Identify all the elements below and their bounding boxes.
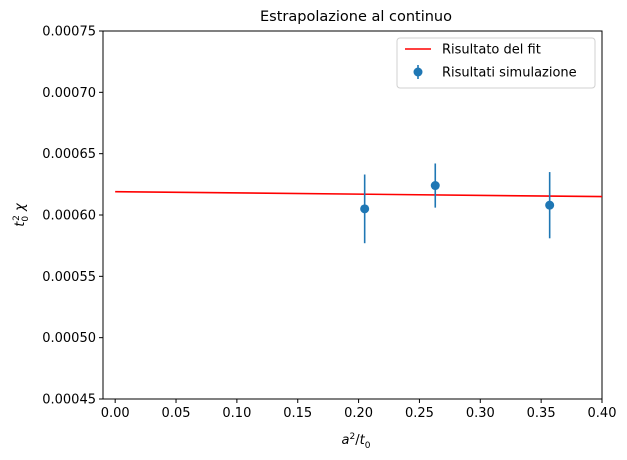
y-tick-label: 0.00065	[42, 147, 96, 162]
legend: Risultato del fit Risultati simulazione	[396, 37, 596, 89]
legend-box	[396, 37, 596, 89]
fit-line	[115, 190, 603, 198]
y-axis-label: t02 χ	[12, 202, 31, 227]
x-tick-label: 0.40	[588, 406, 617, 421]
x-tick-label: 0.30	[466, 406, 495, 421]
x-tick-label: 0.05	[162, 406, 191, 421]
x-tick-label: 0.15	[283, 406, 312, 421]
x-axis-label: a2/t0	[342, 432, 371, 451]
data-point	[545, 200, 555, 210]
y-tick-label: 0.00075	[42, 25, 96, 40]
y-tick-label: 0.00060	[42, 209, 96, 224]
x-tick-label: 0.35	[527, 406, 556, 421]
data-point	[360, 204, 370, 214]
data-point	[430, 181, 440, 191]
legend-point-swatch	[413, 67, 423, 77]
x-axis: 0.00 0.05 0.10 0.15 0.20 0.25 0.30 0.35 0.40	[101, 399, 617, 421]
y-tick-label: 0.00050	[42, 331, 96, 346]
series-layer	[115, 163, 603, 244]
x-tick-label: 0.00	[101, 406, 130, 421]
y-axis: 0.00045 0.00050 0.00055 0.00060 0.00065 0.000…	[42, 25, 103, 408]
x-tick-label: 0.25	[405, 406, 434, 421]
legend-label: Risultati simulazione	[442, 66, 577, 81]
x-tick-label: 0.20	[344, 406, 373, 421]
legend-label: Risultato del fit	[442, 43, 541, 58]
y-tick-label: 0.00055	[42, 270, 96, 285]
y-tick-label: 0.00070	[42, 86, 96, 101]
chart-title: Estrapolazione al continuo	[260, 9, 452, 25]
y-tick-label: 0.00045	[42, 393, 96, 408]
x-tick-label: 0.10	[222, 406, 251, 421]
